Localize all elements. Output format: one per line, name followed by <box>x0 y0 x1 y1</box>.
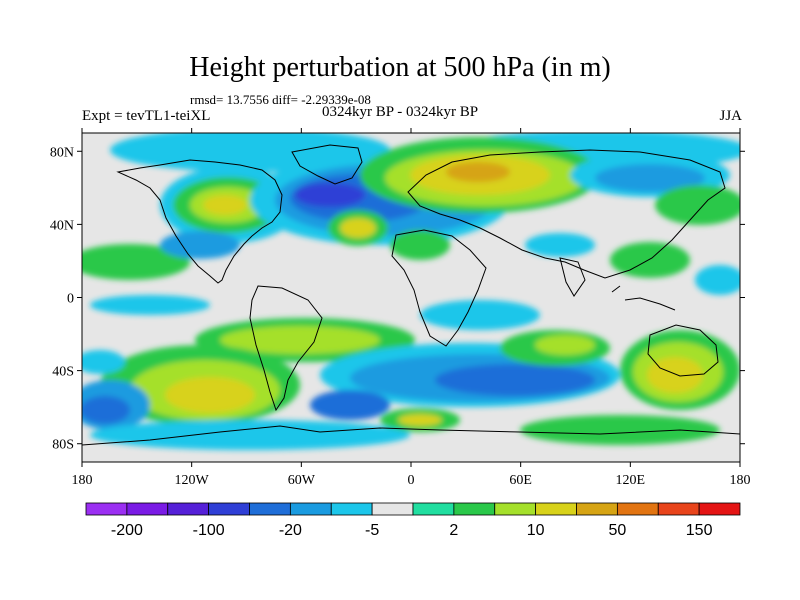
stats-text: rmsd= 13.7556 diff= -2.29339e-08 <box>190 92 371 107</box>
coastlines <box>82 144 740 446</box>
colorbar-swatch <box>535 502 577 516</box>
coastline-north-america <box>116 159 283 284</box>
lon-tick-label: 120E <box>616 473 646 488</box>
lon-tick-label: 60E <box>509 473 532 488</box>
colorbar-swatch <box>371 502 414 516</box>
colorbar-swatch <box>85 502 128 516</box>
lat-tick-label: 40N <box>50 218 74 233</box>
colorbar-swatch <box>616 502 659 516</box>
coastline-australia <box>647 324 719 377</box>
colorbar-swatch <box>412 502 455 516</box>
coastline-greenland <box>291 144 363 185</box>
coastline-africa <box>391 229 487 347</box>
colorbar-swatch <box>576 502 618 516</box>
lat-tick-label: 80N <box>50 145 74 160</box>
colorbar-label: 50 <box>608 522 626 539</box>
lat-tick-label: 0 <box>67 292 74 307</box>
colorbar-swatch <box>453 502 496 516</box>
lon-tick-label: 180 <box>730 473 751 488</box>
colorbar-label: -100 <box>193 522 225 539</box>
coastline-antarctica <box>82 425 740 446</box>
colorbar-swatch <box>208 502 250 516</box>
coastline-india <box>559 257 586 297</box>
lon-tick-label: 180 <box>72 473 93 488</box>
colorbar-swatch <box>330 502 373 516</box>
colorbar-swatch <box>289 502 332 516</box>
colorbar-label: 150 <box>686 522 713 539</box>
lat-tick-label: 80S <box>52 438 74 453</box>
map-axes: 180 120W 60W 0 60E 120E 180 80N 40N 0 40S 80S <box>50 128 751 488</box>
colorbar-swatch <box>657 502 700 516</box>
colorbar-swatch <box>249 502 291 516</box>
coastline-indonesia <box>611 285 676 311</box>
field-contours <box>82 133 740 462</box>
season-label: JJA <box>719 108 742 124</box>
colorbar-swatch <box>167 502 210 516</box>
lon-tick-label: 0 <box>408 473 415 488</box>
lon-tick-label: 60W <box>288 473 316 488</box>
colorbar-label: -200 <box>111 522 143 539</box>
plot-title: Height perturbation at 500 hPa (in m) <box>189 52 611 83</box>
colorbar-label: -5 <box>365 522 379 539</box>
colorbar-label: 2 <box>449 522 458 539</box>
lon-tick-label: 120W <box>175 473 210 488</box>
colorbar: -200 -100 -20 -5 2 10 50 150 <box>85 502 741 539</box>
lat-tick-label: 40S <box>52 365 74 380</box>
colorbar-swatch <box>126 502 169 516</box>
coastline-south-america <box>249 285 323 412</box>
colorbar-swatch <box>698 502 741 516</box>
period-label: 0324kyr BP - 0324kyr BP <box>322 104 479 120</box>
experiment-label: Expt = tevTL1-teiXL <box>82 108 211 124</box>
colorbar-swatch <box>494 502 537 516</box>
coastline-eurasia <box>407 149 726 279</box>
colorbar-label: 10 <box>527 522 545 539</box>
colorbar-label: -20 <box>279 522 302 539</box>
